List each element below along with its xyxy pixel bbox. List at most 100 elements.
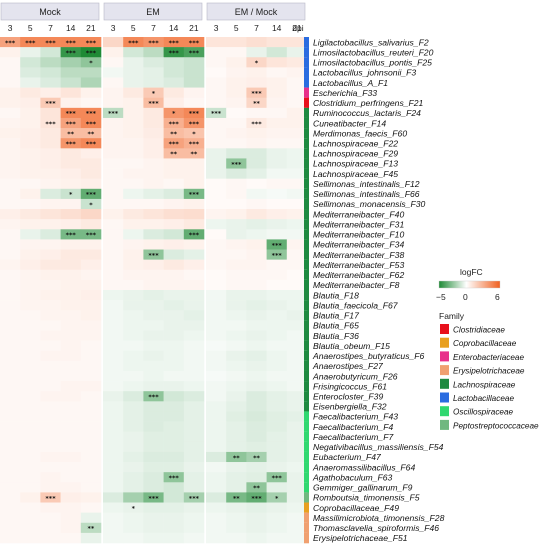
heatmap-cell xyxy=(226,107,247,119)
heatmap-cell xyxy=(163,441,185,453)
significance-mark: *** xyxy=(86,120,97,128)
heatmap-cell xyxy=(286,522,308,534)
heatmap-cell xyxy=(103,300,124,311)
significance-mark: * xyxy=(152,89,156,97)
heatmap-cell xyxy=(246,148,267,159)
row-label: Lachnospiraceae_F13 xyxy=(313,159,398,169)
heatmap-cell xyxy=(123,168,144,179)
heatmap-cell xyxy=(80,219,102,230)
row-label: Blautia_obeum_F15 xyxy=(313,341,390,351)
heatmap-cell xyxy=(266,340,288,352)
heatmap-cell xyxy=(266,411,288,422)
heatmap-cell xyxy=(80,117,102,129)
heatmap-cell xyxy=(206,67,227,78)
heatmap-cell xyxy=(20,512,41,524)
heatmap-cell xyxy=(123,532,144,544)
family-bar-segment xyxy=(304,67,309,78)
heatmap-cell xyxy=(163,411,185,422)
heatmap-cell xyxy=(226,451,247,463)
heatmap-cell xyxy=(206,310,227,321)
heatmap-cell xyxy=(40,168,61,179)
heatmap-cell xyxy=(143,128,164,139)
heatmap-cell xyxy=(123,310,144,321)
heatmap-cell xyxy=(183,370,205,382)
heatmap-cell xyxy=(80,138,102,149)
heatmap-cell xyxy=(246,532,267,544)
heatmap-cell xyxy=(80,482,102,493)
heatmap-cell xyxy=(163,209,185,220)
heatmap-cell xyxy=(163,502,185,513)
family-bar-segment xyxy=(304,330,309,341)
heatmap-cell xyxy=(0,249,21,260)
significance-mark: *** xyxy=(45,100,56,108)
heatmap-cell xyxy=(183,350,205,362)
heatmap-cell xyxy=(143,482,164,493)
heatmap-cell xyxy=(20,360,41,372)
heatmap-cell xyxy=(206,168,227,179)
heatmap-cell xyxy=(266,209,288,220)
heatmap-cell xyxy=(286,168,308,179)
heatmap-cell xyxy=(0,77,21,88)
heatmap-cell xyxy=(20,340,41,352)
heatmap-cell xyxy=(123,198,144,210)
family-legend-swatch xyxy=(440,324,449,334)
logfc-tick-min: −5 xyxy=(436,292,446,302)
heatmap-cell xyxy=(266,57,288,68)
heatmap-cell xyxy=(80,249,102,260)
heatmap-cell xyxy=(246,178,267,190)
significance-mark: ** xyxy=(253,100,260,108)
heatmap-cell xyxy=(206,117,227,129)
heatmap-cell xyxy=(40,37,61,48)
heatmap-cell xyxy=(80,472,102,483)
row-label: Mediterraneibacter_F34 xyxy=(313,240,404,250)
heatmap-cell xyxy=(246,522,267,534)
heatmap-cell xyxy=(143,310,164,321)
day-label: 7 xyxy=(48,23,53,33)
day-label: 7 xyxy=(151,23,156,33)
heatmap-cell xyxy=(0,482,21,493)
heatmap-cell xyxy=(0,67,21,78)
heatmap-cell xyxy=(226,188,247,200)
heatmap-cell xyxy=(40,300,61,311)
heatmap-cell xyxy=(246,188,267,200)
heatmap-cell xyxy=(266,178,288,190)
family-legend-swatch xyxy=(440,337,449,348)
significance-mark: *** xyxy=(211,110,222,118)
heatmap-cell xyxy=(80,290,102,301)
family-bar-segment xyxy=(304,370,309,382)
heatmap-cell xyxy=(246,401,267,412)
family-legend-label: Lactobacillaceae xyxy=(453,394,514,403)
heatmap-cell xyxy=(163,117,185,129)
heatmap-cell xyxy=(266,128,288,139)
row-label: Lactobacillus_A_F1 xyxy=(313,78,388,88)
heatmap-cell xyxy=(20,370,41,382)
heatmap-cell xyxy=(163,401,185,412)
heatmap-cell xyxy=(60,340,82,352)
heatmap-cell xyxy=(103,472,124,483)
heatmap-cell xyxy=(123,350,144,362)
heatmap-cell xyxy=(123,431,144,443)
heatmap-cell xyxy=(123,381,144,392)
heatmap-cell xyxy=(286,431,308,443)
heatmap-cell xyxy=(60,462,82,473)
heatmap-cell xyxy=(60,451,82,463)
heatmap-cell xyxy=(286,239,308,250)
significance-mark: *** xyxy=(272,241,283,249)
heatmap-cell xyxy=(143,97,164,109)
heatmap-cell xyxy=(266,198,288,210)
heatmap-cell xyxy=(266,158,288,169)
heatmap-cell xyxy=(103,178,124,190)
heatmap-cell xyxy=(20,67,41,78)
heatmap-cell xyxy=(266,269,288,281)
heatmap-cell xyxy=(103,482,124,493)
heatmap-cell xyxy=(20,350,41,362)
family-bar-segment xyxy=(304,340,309,352)
family-bar-segment xyxy=(304,522,309,534)
heatmap-cell xyxy=(226,37,247,48)
heatmap-cell xyxy=(143,290,164,301)
heatmap-cell xyxy=(246,128,267,139)
family-legend-label: Clostridiaceae xyxy=(453,326,505,335)
heatmap-cell xyxy=(0,128,21,139)
heatmap-cell xyxy=(226,350,247,362)
